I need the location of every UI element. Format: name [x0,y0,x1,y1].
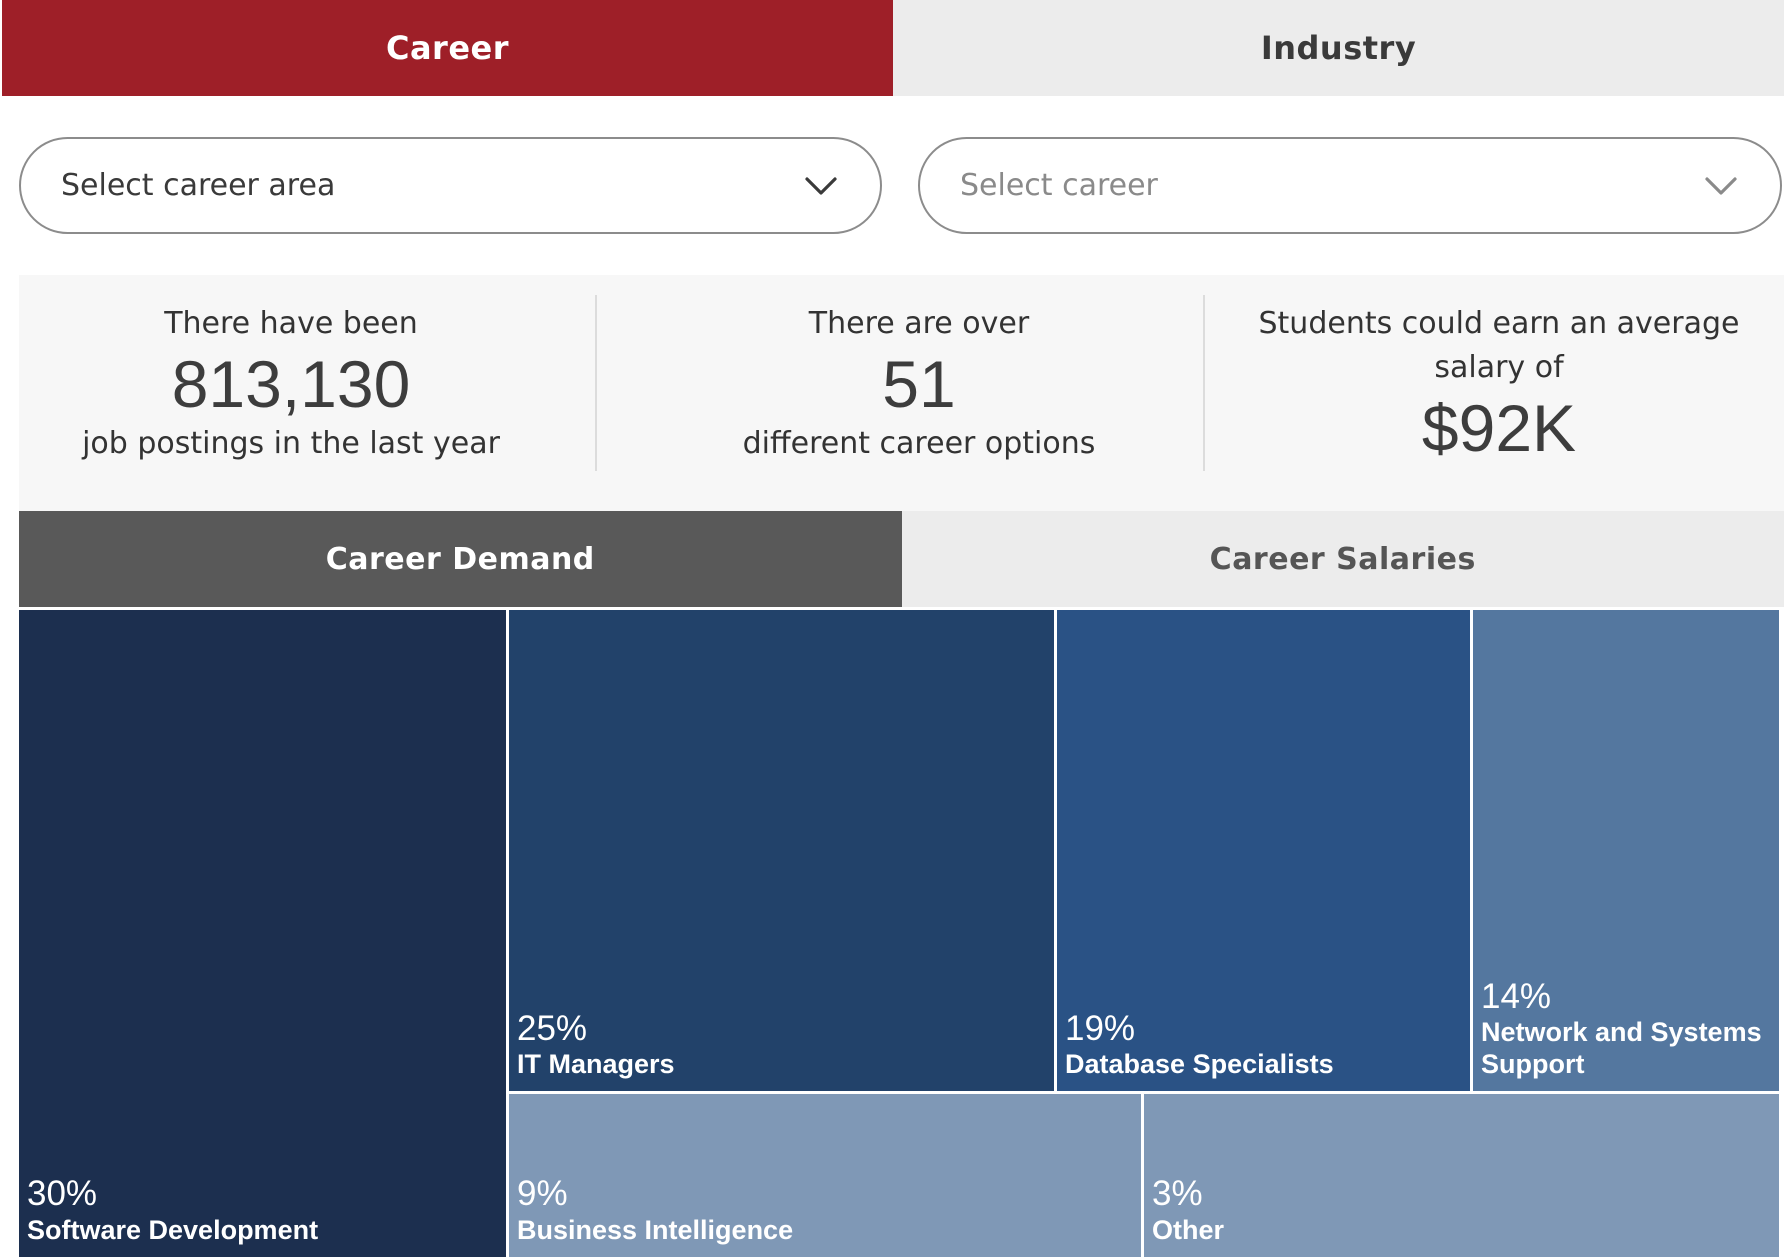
stat-post-text: job postings in the last year [82,426,500,461]
treemap-category-label: Business Intelligence [517,1215,794,1245]
career-select-label: Select career [960,168,1158,203]
stat-pre-text: There are over [808,306,1030,341]
career-area-select[interactable]: Select career area [19,137,882,234]
treemap-percent-label: 9% [517,1174,568,1213]
stat-average-salary: Students could earn an average salary of… [1229,275,1769,511]
career-select[interactable]: Select career [918,137,1782,234]
treemap-category-label: Network and Systems Support [1481,1017,1762,1079]
top-tabs: Career Industry [2,0,1784,96]
stats-panel: There have been 813,130 job postings in … [19,275,1784,511]
treemap-percent-label: 14% [1481,977,1552,1016]
chevron-down-icon [1705,177,1737,195]
treemap-percent-label: 25% [517,1009,588,1048]
treemap-category-label: Database Specialists [1065,1049,1334,1079]
treemap-cell-network-and-systems-support[interactable]: 14% Network and Systems Support [1473,610,1779,1091]
treemap-category-label: Other [1152,1215,1225,1245]
stat-pre-text: There have been [164,306,418,341]
treemap-category-label: IT Managers [517,1049,675,1079]
stat-value: 813,130 [171,347,411,421]
treemap-cell-other[interactable]: 3% Other [1144,1094,1779,1257]
stat-job-postings: There have been 813,130 job postings in … [19,275,563,511]
tab-career[interactable]: Career [2,0,893,96]
chevron-down-icon [805,177,837,195]
chart-tabs: Career Demand Career Salaries [19,511,1784,607]
stat-pre-text: Students could earn an average salary of [1258,306,1740,385]
stat-post-text: different career options [742,426,1096,461]
tab-industry[interactable]: Industry [893,0,1784,96]
tab-career-salaries[interactable]: Career Salaries [901,511,1784,607]
career-area-select-label: Select career area [61,168,336,203]
treemap-cell-software-development[interactable]: 30% Software Development [19,610,506,1257]
divider [1203,295,1205,471]
treemap-percent-label: 30% [27,1174,98,1213]
divider [595,295,597,471]
treemap-cell-it-managers[interactable]: 25% IT Managers [509,610,1054,1091]
stat-value: $92K [1421,391,1577,465]
treemap-percent-label: 3% [1152,1174,1203,1213]
stat-value: 51 [882,347,956,421]
stat-career-options: There are over 51 different career optio… [599,275,1239,511]
treemap-percent-label: 19% [1065,1009,1136,1048]
tab-career-demand[interactable]: Career Demand [19,511,902,607]
treemap-cell-database-specialists[interactable]: 19% Database Specialists [1057,610,1470,1091]
treemap-cell-business-intelligence[interactable]: 9% Business Intelligence [509,1094,1141,1257]
treemap-category-label: Software Development [27,1215,319,1245]
